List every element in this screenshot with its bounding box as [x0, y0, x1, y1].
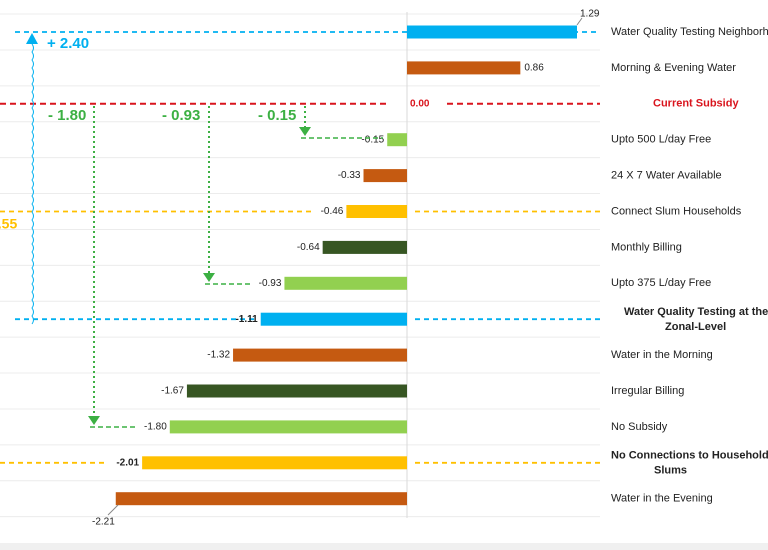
value-label: -2.21 — [92, 517, 115, 528]
bar — [346, 205, 407, 218]
annotation-label: - 0.93 — [162, 107, 200, 124]
category-label: Irregular Billing — [611, 385, 684, 397]
category-label: No Subsidy — [611, 421, 668, 433]
value-label: 0.86 — [524, 63, 544, 74]
bar — [363, 169, 407, 183]
category-label: Monthly Billing — [611, 241, 682, 253]
value-label: -1.80 — [144, 422, 167, 433]
annotation-wavy-line — [31, 43, 34, 325]
category-label: Slums — [654, 465, 687, 477]
value-label: -2.01 — [116, 457, 139, 468]
bar — [142, 456, 407, 470]
bar — [387, 133, 407, 147]
annotation-arrowhead — [203, 273, 215, 282]
category-label: Water in the Morning — [611, 349, 713, 361]
annotation-arrowhead — [88, 416, 100, 425]
bar — [407, 25, 577, 39]
value-label: -1.67 — [161, 386, 184, 397]
value-label: -1.32 — [207, 350, 230, 361]
bar — [115, 492, 407, 506]
bar — [260, 312, 407, 326]
annotation-label: - 0.15 — [258, 107, 296, 124]
annotation-arrowhead — [299, 127, 311, 136]
value-label: 0.00 — [410, 98, 430, 109]
annotation-label: + 2.40 — [47, 35, 89, 52]
bar — [407, 61, 521, 75]
value-label: -0.46 — [321, 206, 344, 217]
category-label: Zonal-Level — [665, 321, 726, 333]
bottom-strip — [0, 543, 768, 550]
bar — [233, 348, 407, 362]
bar — [284, 276, 407, 290]
value-label: -0.15 — [361, 134, 384, 145]
value-label: -0.33 — [338, 170, 361, 181]
bar — [322, 240, 407, 254]
category-label: Upto 375 L/day Free — [611, 277, 711, 289]
category-label: 24 X 7 Water Available — [611, 170, 722, 182]
annotation-label: 1.55 — [0, 216, 17, 232]
category-label: Current Subsidy — [653, 98, 739, 110]
category-label: No Connections to Households — [611, 450, 768, 462]
category-label: Connect Slum Households — [611, 205, 742, 217]
value-label: -1.11 — [235, 314, 258, 325]
leader-line — [107, 504, 119, 516]
category-label: Water Quality Testing Neighborho — [611, 26, 768, 38]
value-label: 1.29 — [580, 9, 600, 20]
annotation-arrowhead — [26, 33, 38, 44]
category-label: Upto 500 L/day Free — [611, 134, 711, 146]
leader-line — [576, 17, 583, 26]
value-label: -0.64 — [297, 242, 320, 253]
category-label: Water in the Evening — [611, 493, 713, 505]
annotation-label: - 1.80 — [48, 107, 86, 124]
category-label: Water Quality Testing at the — [624, 306, 768, 318]
category-label: Morning & Evening Water — [611, 62, 736, 74]
bar — [186, 384, 407, 398]
bar — [169, 420, 407, 434]
value-label: -0.93 — [259, 278, 282, 289]
